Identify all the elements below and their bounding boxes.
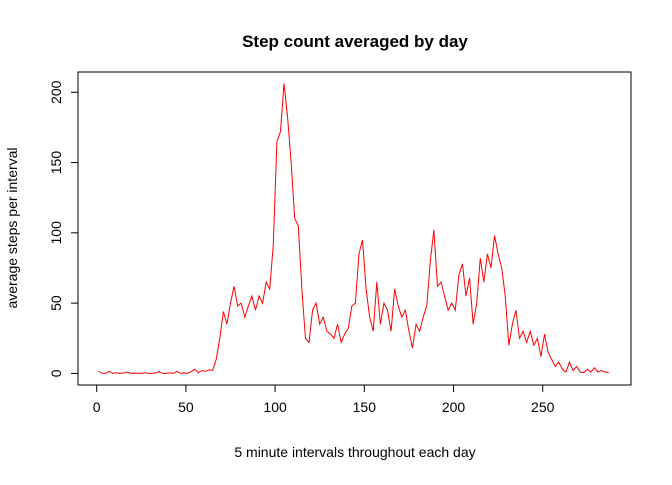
chart-title: Step count averaged by day bbox=[242, 32, 468, 51]
y-tick-label: 150 bbox=[48, 151, 64, 175]
x-tick-label: 150 bbox=[353, 399, 377, 415]
y-tick-label: 0 bbox=[48, 369, 64, 377]
x-tick-label: 200 bbox=[442, 399, 466, 415]
x-tick-label: 250 bbox=[531, 399, 555, 415]
y-tick-label: 50 bbox=[48, 295, 64, 311]
x-axis-label: 5 minute intervals throughout each day bbox=[234, 444, 475, 460]
x-tick-label: 100 bbox=[263, 399, 287, 415]
y-tick-label: 100 bbox=[48, 221, 64, 245]
x-tick-label: 0 bbox=[93, 399, 101, 415]
y-tick-label: 200 bbox=[48, 80, 64, 104]
x-tick-label: 50 bbox=[178, 399, 194, 415]
data-line bbox=[98, 83, 609, 374]
y-axis-label: average steps per interval bbox=[4, 147, 20, 308]
